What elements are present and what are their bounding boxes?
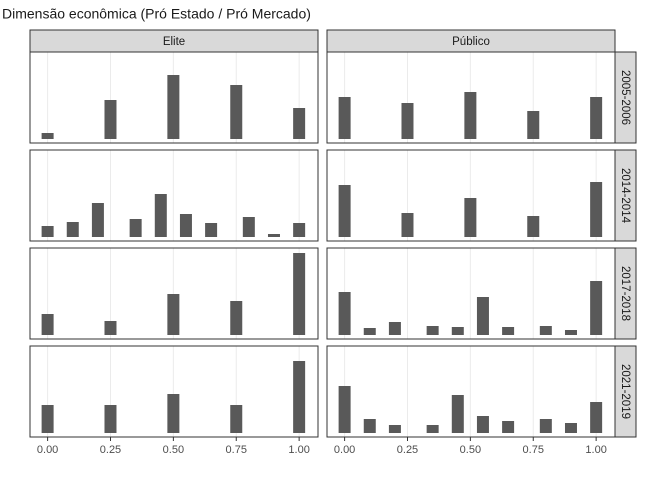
- panel-border: [29, 247, 319, 340]
- bar: [363, 328, 376, 335]
- bar: [230, 405, 243, 433]
- x-tick-label: 0.50: [163, 444, 184, 456]
- x-tick-label: 1.00: [288, 444, 309, 456]
- bar: [539, 326, 552, 335]
- bar: [338, 185, 351, 237]
- bar: [590, 281, 603, 335]
- bar: [167, 394, 180, 433]
- bar: [267, 234, 280, 237]
- bar: [451, 327, 464, 335]
- bar: [539, 419, 552, 433]
- bar: [464, 198, 477, 237]
- panel-border: [326, 149, 616, 242]
- bar: [129, 219, 142, 237]
- strip-label: Público: [452, 36, 490, 48]
- bar: [476, 297, 489, 335]
- bar: [179, 214, 192, 237]
- bar: [338, 97, 351, 139]
- bar: [451, 395, 464, 433]
- bar: [104, 321, 117, 335]
- bar: [167, 294, 180, 335]
- bar: [41, 405, 54, 433]
- bar: [401, 103, 414, 139]
- bar: [464, 92, 477, 139]
- bar: [388, 425, 401, 433]
- bar: [590, 97, 603, 139]
- bar: [230, 301, 243, 335]
- bar: [401, 213, 414, 237]
- x-tick-label: 0.75: [523, 444, 544, 456]
- panel-border: [29, 149, 319, 242]
- x-tick-label: 0.25: [397, 444, 418, 456]
- bar: [590, 402, 603, 433]
- bar: [426, 326, 439, 335]
- bar: [230, 85, 243, 139]
- strip-label: 2021-2019: [619, 364, 631, 419]
- bar: [41, 226, 54, 237]
- x-tick-label: 0.00: [334, 444, 355, 456]
- panel-border: [29, 345, 319, 438]
- bar: [502, 327, 515, 335]
- bar: [66, 222, 79, 237]
- bar: [388, 322, 401, 335]
- bar: [205, 223, 218, 237]
- bar: [338, 386, 351, 433]
- bar: [527, 111, 540, 139]
- bar: [426, 425, 439, 433]
- x-tick-label: 1.00: [585, 444, 606, 456]
- strip-label: 2014-2014: [619, 168, 631, 224]
- bar: [564, 423, 577, 433]
- panel-border: [326, 51, 616, 144]
- bar: [91, 203, 104, 237]
- bar: [167, 75, 180, 139]
- bar: [293, 223, 306, 237]
- bar: [242, 217, 255, 237]
- strip-label: 2005-2006: [619, 70, 631, 125]
- strip-label: Elite: [163, 36, 185, 48]
- bar: [476, 416, 489, 433]
- chart-title: Dimensão econômica (Pró Estado / Pró Mer…: [2, 6, 311, 22]
- bar: [590, 182, 603, 237]
- bar: [293, 253, 306, 335]
- x-tick-label: 0.00: [37, 444, 58, 456]
- bar: [293, 361, 306, 433]
- bar: [41, 314, 54, 335]
- bar: [338, 292, 351, 335]
- panel-border: [326, 247, 616, 340]
- bar: [41, 133, 54, 139]
- bar: [363, 419, 376, 433]
- bar: [564, 330, 577, 335]
- bar: [527, 216, 540, 237]
- panel-border: [326, 345, 616, 438]
- x-tick-label: 0.50: [460, 444, 481, 456]
- bar: [104, 100, 117, 139]
- panel: [327, 248, 615, 339]
- bar: [104, 405, 117, 433]
- bar: [502, 421, 515, 433]
- bar: [154, 194, 167, 237]
- strip-label: 2017-2018: [619, 266, 631, 321]
- x-tick-label: 0.75: [226, 444, 247, 456]
- panel-border: [29, 51, 319, 144]
- x-tick-label: 0.25: [100, 444, 121, 456]
- bar: [293, 108, 306, 139]
